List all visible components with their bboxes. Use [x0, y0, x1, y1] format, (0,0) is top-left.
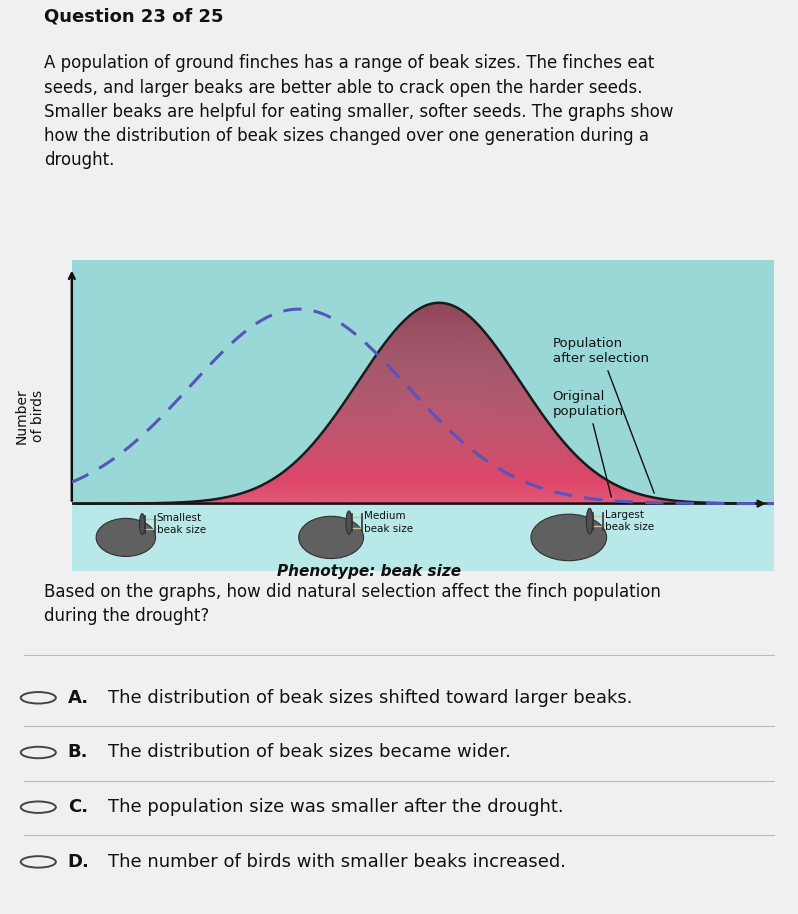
- Circle shape: [346, 511, 352, 535]
- Text: Phenotype: beak size: Phenotype: beak size: [277, 564, 461, 579]
- Text: Question 23 of 25: Question 23 of 25: [44, 7, 223, 26]
- Text: A population of ground finches has a range of beak sizes. The finches eat
seeds,: A population of ground finches has a ran…: [44, 54, 674, 169]
- Text: The population size was smaller after the drought.: The population size was smaller after th…: [108, 798, 563, 816]
- Text: The number of birds with smaller beaks increased.: The number of birds with smaller beaks i…: [108, 853, 566, 871]
- Text: D.: D.: [68, 853, 89, 871]
- Text: C.: C.: [68, 798, 88, 816]
- Ellipse shape: [531, 515, 606, 560]
- Text: Medium
beak size: Medium beak size: [364, 512, 413, 534]
- Ellipse shape: [298, 516, 364, 558]
- Text: The distribution of beak sizes shifted toward larger beaks.: The distribution of beak sizes shifted t…: [108, 689, 632, 707]
- Text: B.: B.: [68, 743, 89, 761]
- Text: Population
after selection: Population after selection: [552, 337, 654, 494]
- Text: Based on the graphs, how did natural selection affect the finch population
durin: Based on the graphs, how did natural sel…: [44, 583, 661, 625]
- Text: Smallest
beak size: Smallest beak size: [156, 513, 206, 536]
- Text: Number
of birds: Number of birds: [14, 388, 45, 443]
- Ellipse shape: [96, 518, 156, 557]
- Text: Original
population: Original population: [552, 390, 624, 497]
- Text: Largest
beak size: Largest beak size: [605, 510, 654, 532]
- Circle shape: [587, 508, 593, 534]
- Text: The distribution of beak sizes became wider.: The distribution of beak sizes became wi…: [108, 743, 511, 761]
- Circle shape: [140, 514, 145, 535]
- Text: A.: A.: [68, 689, 89, 707]
- Bar: [72, 504, 774, 571]
